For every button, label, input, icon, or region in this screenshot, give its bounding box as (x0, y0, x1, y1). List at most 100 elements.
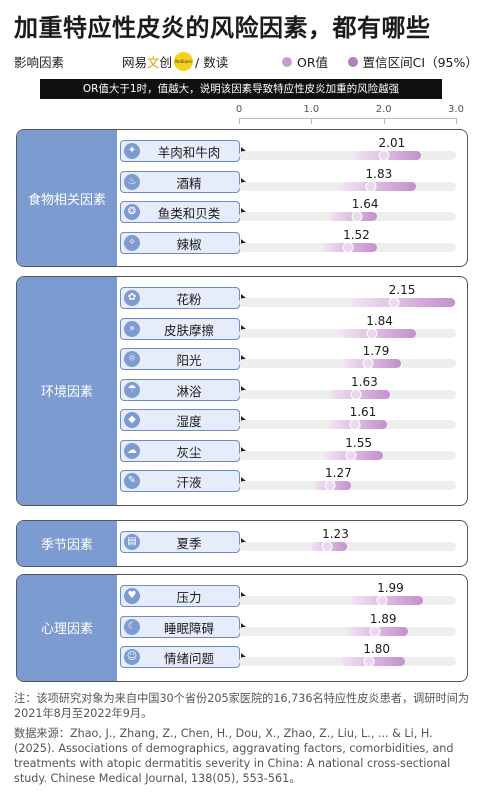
explanation-banner: OR值大于1时，值越大，说明该因素导致特应性皮炎加重的风险越强 (40, 79, 442, 99)
shower-icon: ☂ (124, 381, 140, 398)
dust-icon: ☁ (124, 442, 140, 459)
value-track (238, 596, 456, 605)
factor-group: 食物相关因素 ✦ 羊肉和牛肉 2.01 ♨ 酒精 1.83 ❂ 鱼类和贝类 1.64 ✧ 辣椒 1.52 (16, 129, 468, 267)
brand-suffix: / 数读 (195, 55, 229, 70)
legend-ci-label: 置信区间CI（95%） (362, 55, 478, 70)
factor-pill: ✧ 辣椒 (120, 231, 246, 254)
or-point (378, 150, 390, 161)
ci-bar (339, 328, 416, 338)
factor-name: 皮肤摩擦 (163, 322, 214, 338)
or-point (363, 656, 375, 667)
tick-label: 2.0 (375, 104, 392, 115)
or-value-label: 1.80 (363, 642, 391, 656)
group-label: 食物相关因素 (17, 130, 117, 266)
factor-name: 湿度 (176, 414, 202, 429)
value-track (238, 151, 456, 160)
sleep-icon: ☾ (124, 618, 140, 635)
mood-icon: ☺ (124, 649, 140, 665)
or-point (362, 358, 374, 369)
meat-icon: ✦ (124, 143, 140, 159)
or-value-label: 1.63 (351, 374, 378, 389)
factor-name: 情绪问题 (163, 651, 214, 666)
brand-right: 创 (159, 55, 173, 70)
factor-name: 辣椒 (176, 236, 202, 252)
or-value-label: 2.01 (378, 136, 406, 150)
group-label: 环境因素 (17, 277, 117, 505)
fish-icon: ❂ (124, 204, 140, 220)
x-axis: 0 1.0 2.0 3.0 (0, 104, 483, 128)
or-point (345, 449, 357, 461)
or-point (376, 595, 388, 606)
factor-name: 羊肉和牛肉 (157, 145, 221, 160)
tick-label: 1.0 (303, 104, 320, 115)
or-value-label: 1.99 (377, 581, 404, 595)
factor-pill: ☁ 灰尘 (120, 439, 246, 462)
brand-logo: 网易 文 创 NetEase / 数读 (122, 52, 228, 71)
tick-mark (383, 118, 385, 124)
pepper-icon: ✧ (124, 234, 140, 251)
sun-icon: ☼ (124, 351, 140, 367)
or-point (350, 388, 362, 400)
legend-ci: 置信区间CI（95%） (348, 52, 478, 71)
pollen-icon: ✿ (124, 290, 140, 306)
or-point (365, 180, 377, 192)
factor-name: 花粉 (176, 292, 202, 307)
or-point (342, 241, 354, 253)
group-label: 季节因素 (17, 521, 117, 566)
factor-pill: ☼ 阳光 (120, 348, 246, 370)
or-value-label: 1.79 (362, 344, 390, 358)
tick-label: 3.0 (448, 104, 464, 115)
factor-pill: ◆ 湿度 (120, 409, 246, 431)
or-point (369, 625, 381, 637)
or-point (349, 419, 361, 430)
value-track (238, 542, 456, 551)
factor-name: 压力 (176, 590, 202, 605)
tick-mark (456, 118, 457, 124)
droplet-icon: ◆ (124, 412, 140, 428)
ci-bar (339, 181, 416, 191)
factor-pill: ❂ 鱼类和贝类 (120, 201, 246, 223)
group-label: 心理因素 (17, 575, 117, 681)
legend: 影响因素 网易 文 创 NetEase / 数读 OR值 置信区间CI（95%） (14, 52, 478, 71)
or-value-label: 1.27 (325, 466, 352, 480)
factor-group: 季节因素 ▤ 夏季 1.23 (16, 520, 468, 567)
or-value-label: 1.61 (349, 405, 377, 419)
friction-icon: » (124, 320, 140, 337)
legend-factor-label: 影响因素 (14, 55, 65, 70)
source-citation: 数据来源：Zhao, J., Zhang, Z., Chen, H., Dou,… (14, 727, 454, 785)
or-value-label: 1.84 (366, 313, 393, 328)
footnote: 注：该项研究对象为来自中国30个省份205家医院的16,736名特应性皮炎患者，… (14, 692, 470, 720)
factor-name: 鱼类和贝类 (157, 206, 221, 221)
factor-group: 环境因素 ✿ 花粉 2.15 » 皮肤摩擦 1.84 ☼ 阳光 1.79 ☂ 淋浴 1.63 ◆ 湿度 1.6… (16, 276, 468, 506)
factor-pill: ☺ 情绪问题 (120, 646, 246, 668)
factor-name: 淋浴 (176, 383, 202, 399)
factor-name: 汗液 (176, 475, 202, 490)
or-value-label: 2.15 (388, 283, 416, 297)
factor-group: 心理因素 ♥ 压力 1.99 ☾ 睡眠障碍 1.89 ☺ 情绪问题 1.80 (16, 574, 468, 682)
value-track (238, 298, 456, 307)
or-value-label: 1.89 (369, 611, 397, 626)
stress-icon: ♥ (124, 588, 140, 604)
page-title: 加重特应性皮炎的风险因素，都有哪些 (14, 14, 431, 42)
tick-mark (239, 118, 240, 124)
summer-icon: ▤ (124, 534, 140, 550)
or-point (351, 211, 363, 222)
or-value-label: 1.52 (343, 227, 370, 242)
factor-pill: ☾ 睡眠障碍 (120, 615, 246, 638)
tick-mark (311, 118, 313, 124)
or-value-label: 1.23 (322, 527, 349, 541)
or-point (366, 327, 378, 339)
factor-pill: » 皮肤摩擦 (120, 317, 246, 340)
or-point (388, 297, 400, 308)
factor-name: 酒精 (176, 175, 202, 191)
bottle-icon: ♨ (124, 173, 140, 190)
factor-pill: ✿ 花粉 (120, 287, 246, 309)
or-value-label: 1.55 (345, 435, 372, 450)
or-value-label: 1.83 (365, 166, 393, 181)
sweat-icon: ✎ (124, 473, 140, 489)
tick-label: 0 (235, 104, 243, 115)
legend-or: OR值 (282, 52, 328, 71)
or-point (324, 480, 336, 491)
or-point (321, 541, 333, 552)
ci-bar (350, 298, 456, 307)
